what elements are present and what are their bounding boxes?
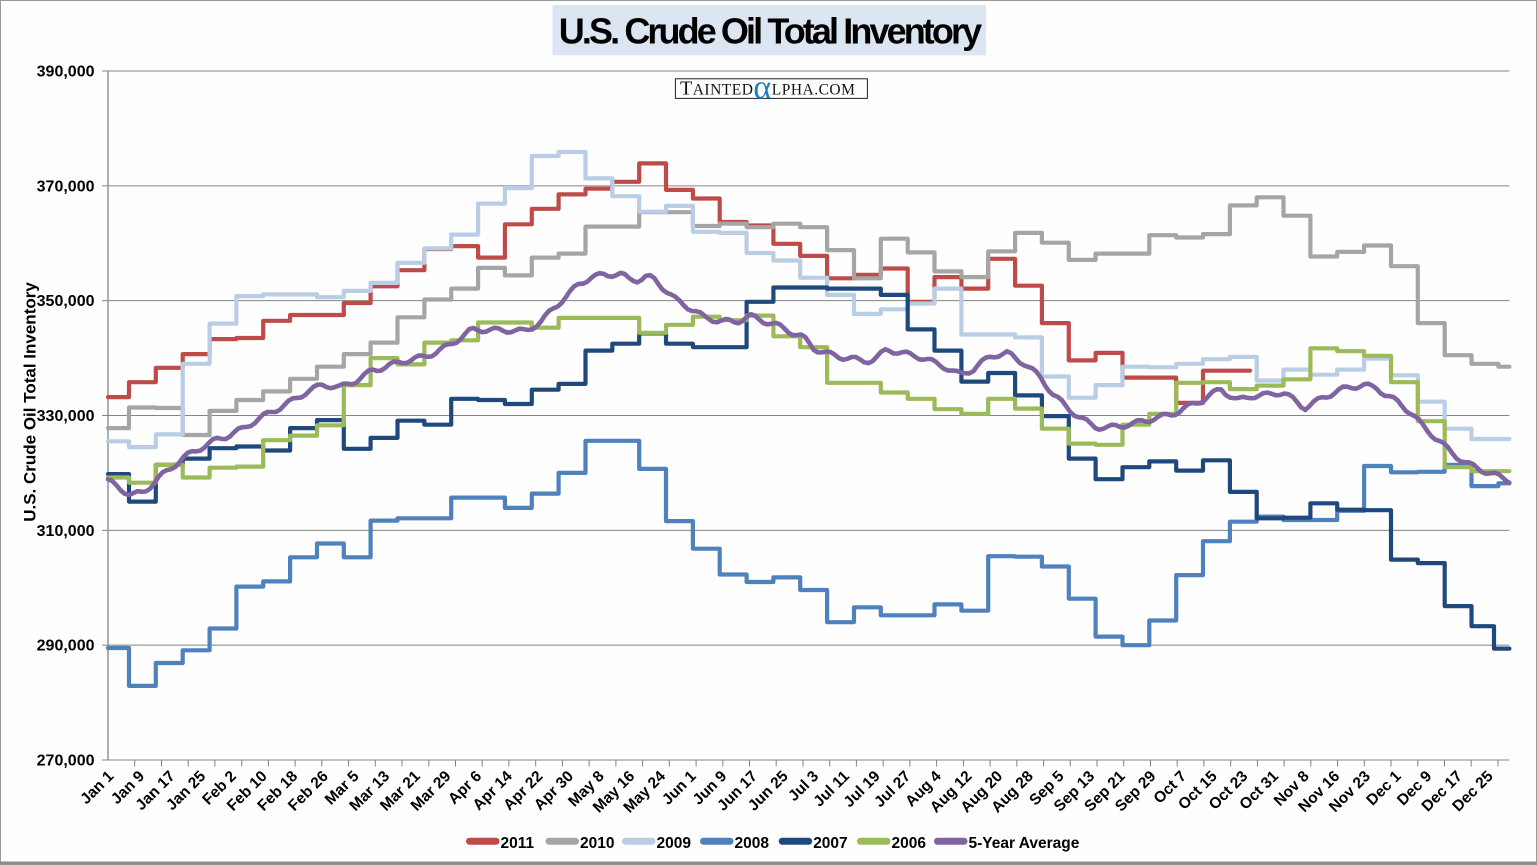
- svg-text:370,000: 370,000: [37, 178, 95, 195]
- svg-text:330,000: 330,000: [37, 408, 95, 425]
- svg-text:350,000: 350,000: [37, 293, 95, 310]
- svg-text:2008: 2008: [735, 835, 770, 852]
- svg-text:5-Year Average: 5-Year Average: [969, 835, 1080, 852]
- svg-text:2010: 2010: [580, 835, 614, 852]
- svg-text:2011: 2011: [501, 835, 535, 852]
- svg-text:390,000: 390,000: [37, 64, 95, 81]
- svg-text:2007: 2007: [813, 835, 847, 852]
- svg-text:U.S. Crude Oil Total Inventory: U.S. Crude Oil Total Inventory: [559, 11, 982, 52]
- svg-text:290,000: 290,000: [37, 638, 95, 655]
- svg-text:310,000: 310,000: [37, 523, 95, 540]
- svg-text:270,000: 270,000: [37, 753, 95, 770]
- svg-text:2006: 2006: [892, 835, 927, 852]
- svg-text:2009: 2009: [657, 835, 692, 852]
- svg-text:U.S. Crude Oil Total Inventory: U.S. Crude Oil Total Inventory: [21, 282, 40, 522]
